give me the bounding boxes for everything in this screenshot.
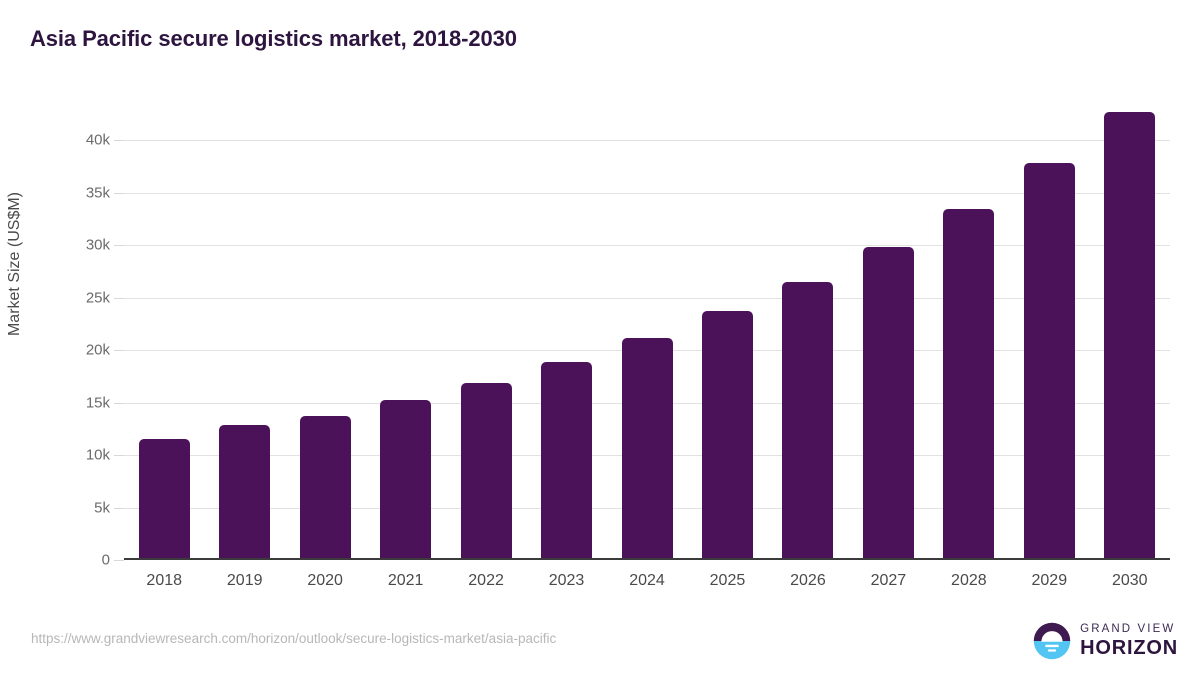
bar-2020[interactable] — [299, 416, 351, 560]
bar-2018[interactable] — [138, 439, 190, 560]
y-axis-tick-mark — [114, 350, 124, 351]
x-axis-label-2018: 2018 — [146, 572, 183, 589]
brand-logo[interactable]: GRAND VIEW HORIZON — [1033, 622, 1178, 660]
x-axis-label-2030: 2030 — [1111, 572, 1148, 589]
x-axis-label-2028: 2028 — [951, 572, 987, 589]
gridline — [124, 192, 1170, 194]
page-title: Asia Pacific secure logistics market, 20… — [30, 26, 517, 51]
bar-2022[interactable] — [460, 382, 512, 560]
logo-text: GRAND VIEW HORIZON — [1080, 622, 1178, 660]
x-axis-label-2022: 2022 — [468, 572, 504, 589]
bar-2027[interactable] — [862, 247, 914, 560]
logo-line-2: HORIZON — [1080, 637, 1178, 660]
x-axis-line — [124, 558, 1170, 560]
x-axis-label-2020: 2020 — [307, 572, 343, 589]
bar-2028[interactable] — [943, 209, 995, 560]
y-axis-tick-label: 10k — [85, 446, 110, 464]
y-axis-tick-mark — [114, 455, 124, 456]
bar-2019[interactable] — [219, 424, 271, 560]
bar-2029[interactable] — [1023, 163, 1075, 560]
x-axis-label-2026: 2026 — [790, 572, 826, 589]
bar-2023[interactable] — [541, 361, 593, 560]
y-axis-tick-mark — [114, 560, 124, 561]
bar-2021[interactable] — [380, 400, 432, 560]
y-axis-tick-label: 30k — [85, 236, 110, 254]
logo-line-1: GRAND VIEW — [1080, 622, 1176, 635]
bar-2025[interactable] — [701, 311, 753, 560]
x-axis-label-2025: 2025 — [709, 572, 746, 589]
y-axis-tick-label: 5k — [94, 499, 110, 516]
y-axis-tick-label: 40k — [85, 131, 110, 149]
y-axis-tick-label: 25k — [85, 289, 110, 306]
bar-2026[interactable] — [782, 281, 834, 560]
x-axis-label-2024: 2024 — [629, 572, 665, 589]
y-axis-tick-mark — [114, 402, 124, 404]
gridline — [124, 140, 1170, 141]
x-axis-label-2027: 2027 — [870, 572, 907, 589]
y-axis-tick-label: 20k — [85, 341, 110, 359]
y-axis-title: Market Size (US$M) — [6, 191, 23, 337]
y-axis-tick-mark — [114, 192, 124, 194]
gridline — [124, 245, 1170, 246]
x-axis-label-2023: 2023 — [548, 572, 585, 589]
x-axis-label-2029: 2029 — [1031, 572, 1068, 589]
grand-view-horizon-circle-icon — [1033, 622, 1071, 660]
bar-2030[interactable] — [1104, 111, 1156, 560]
x-axis-label-2019: 2019 — [226, 572, 263, 589]
y-axis-tick-mark — [114, 507, 124, 509]
source-url[interactable]: https://www.grandviewresearch.com/horizo… — [31, 631, 557, 646]
x-axis-label-2021: 2021 — [387, 572, 424, 589]
gridline — [124, 297, 1170, 299]
y-axis-tick-mark — [114, 140, 124, 141]
bar-2024[interactable] — [621, 338, 673, 560]
y-axis-tick-label: 35k — [85, 184, 110, 201]
y-axis-tick-mark — [114, 297, 124, 299]
y-axis-tick-label: 15k — [85, 394, 110, 411]
plot-area — [124, 110, 1170, 560]
y-axis-tick-mark — [114, 245, 124, 246]
y-axis-tick-label: 0 — [101, 551, 110, 569]
